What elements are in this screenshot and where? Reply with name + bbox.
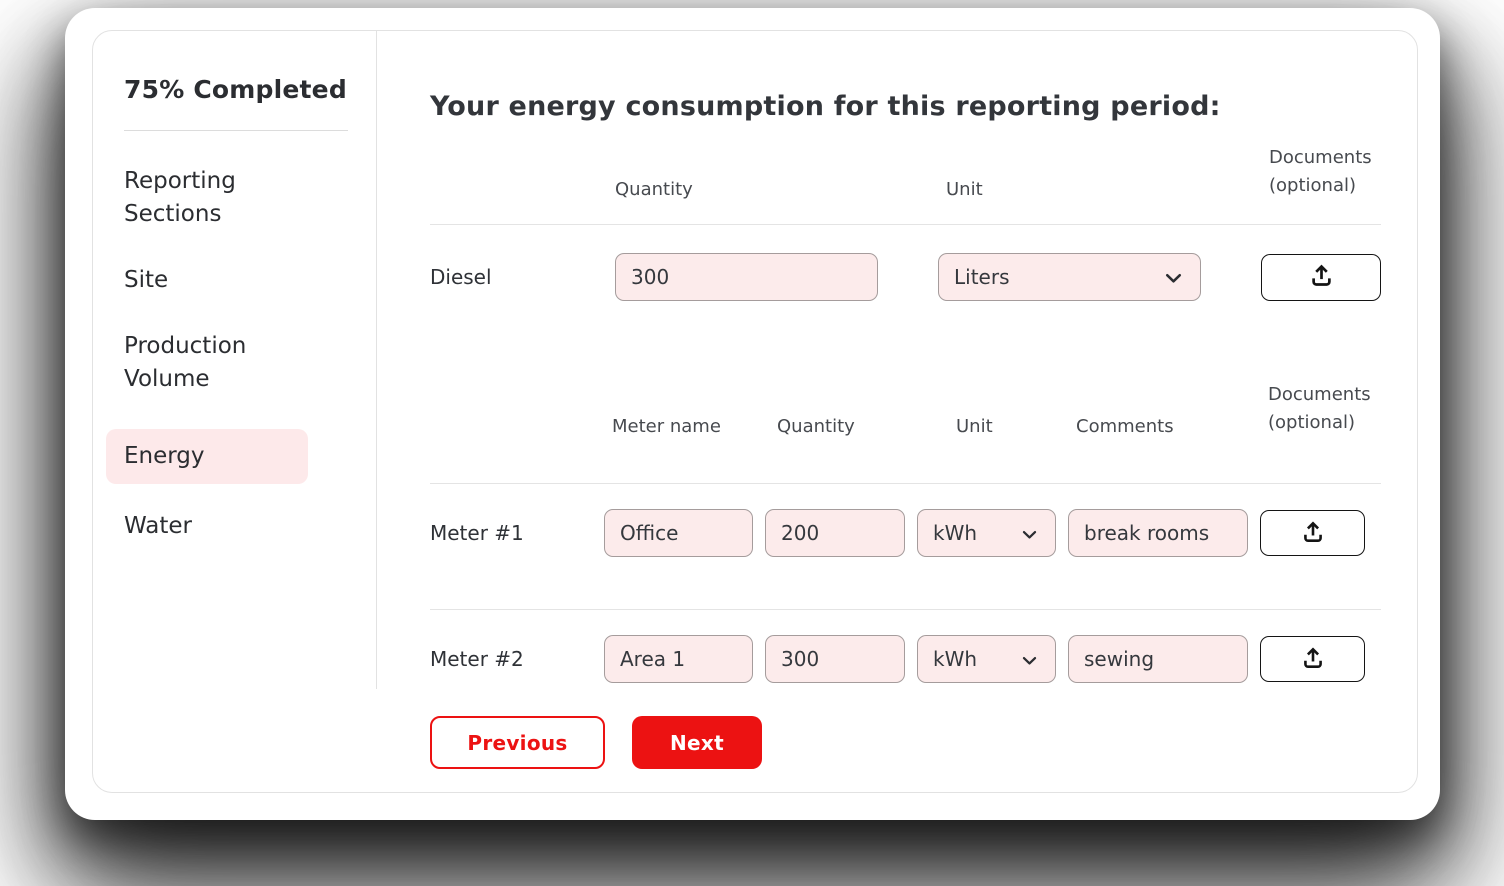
upload-icon — [1300, 645, 1326, 674]
meter2-comments-input[interactable] — [1068, 635, 1248, 683]
fuel-section-divider — [430, 224, 1381, 225]
meter2-upload-button[interactable] — [1260, 636, 1365, 682]
main-content: Your energy consumption for this reporti… — [376, 31, 1417, 792]
meter1-row-label: Meter #1 — [430, 521, 524, 545]
table-row-meter-2: Meter #2 kWh — [430, 635, 1381, 683]
meter-header-unit: Unit — [956, 416, 993, 437]
fuel-header-quantity: Quantity — [615, 179, 693, 200]
meter-header-documents: Documents (optional) — [1268, 384, 1371, 433]
meter1-upload-button[interactable] — [1260, 510, 1365, 556]
progress-label: 75% Completed — [124, 75, 347, 104]
fuel-header-documents: Documents (optional) — [1269, 147, 1372, 196]
sidebar-item-energy[interactable]: Energy — [106, 429, 308, 484]
fuel-header-unit: Unit — [946, 179, 983, 200]
sidebar-item-water[interactable]: Water — [124, 513, 192, 539]
form-panel: 75% Completed Reporting Sections Site Pr… — [92, 30, 1418, 793]
meter2-name-input[interactable] — [604, 635, 753, 683]
meter1-quantity-input[interactable] — [765, 509, 905, 557]
form-navigation: Previous Next — [430, 716, 1381, 769]
upload-icon — [1308, 262, 1335, 292]
fuel-header-row: Quantity Unit Documents (optional) — [430, 144, 1381, 200]
next-button[interactable]: Next — [632, 716, 762, 769]
diesel-upload-button[interactable] — [1261, 253, 1381, 301]
sidebar-item-production-volume[interactable]: Production Volume — [124, 333, 247, 392]
meter2-unit-select[interactable]: kWh — [917, 635, 1056, 683]
previous-button[interactable]: Previous — [430, 716, 605, 769]
diesel-row-label: Diesel — [430, 265, 492, 289]
chevron-down-icon — [1022, 647, 1037, 671]
meter-header-comments: Comments — [1076, 416, 1174, 437]
chevron-down-icon — [1165, 265, 1182, 289]
meter-header-quantity: Quantity — [777, 416, 855, 437]
table-row-diesel: Diesel Liters — [430, 253, 1381, 301]
sidebar-divider — [124, 130, 348, 131]
page-title: Your energy consumption for this reporti… — [430, 91, 1221, 122]
table-row-meter-1: Meter #1 kWh — [430, 509, 1381, 557]
meter1-name-input[interactable] — [604, 509, 753, 557]
app-card: 75% Completed Reporting Sections Site Pr… — [65, 8, 1440, 820]
sidebar-item-site[interactable]: Site — [124, 267, 169, 293]
sidebar-main-divider — [376, 31, 377, 689]
sidebar-nav: Reporting Sections Site Production Volum… — [106, 165, 326, 543]
meter2-divider — [430, 609, 1381, 610]
meter1-comments-input[interactable] — [1068, 509, 1248, 557]
sidebar-item-reporting-sections[interactable]: Reporting Sections — [124, 168, 236, 227]
meter1-divider — [430, 483, 1381, 484]
chevron-down-icon — [1022, 521, 1037, 545]
meter2-row-label: Meter #2 — [430, 647, 524, 671]
meter2-quantity-input[interactable] — [765, 635, 905, 683]
sidebar: 75% Completed Reporting Sections Site Pr… — [93, 31, 376, 792]
meter1-unit-select[interactable]: kWh — [917, 509, 1056, 557]
upload-icon — [1300, 519, 1326, 548]
diesel-unit-select[interactable]: Liters — [938, 253, 1201, 301]
diesel-quantity-input[interactable] — [615, 253, 878, 301]
meter-header-name: Meter name — [612, 416, 721, 437]
meter-header-row: Meter name Quantity Unit Comments Docume… — [430, 381, 1381, 437]
